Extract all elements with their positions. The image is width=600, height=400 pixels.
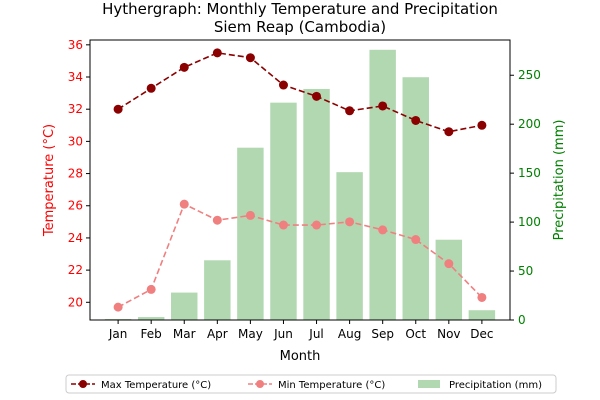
x-axis-label: Month bbox=[280, 349, 321, 364]
legend-precip-swatch bbox=[418, 380, 440, 388]
plot-frame bbox=[89, 39, 511, 321]
min-temp-point-mar bbox=[179, 199, 189, 209]
x-tick-label: Nov bbox=[437, 327, 460, 341]
left-tick-label: 24 bbox=[68, 231, 83, 245]
min-temp-point-nov bbox=[444, 259, 454, 269]
legend: Max Temperature (°C) Min Temperature (°C… bbox=[65, 374, 557, 394]
x-tick-label: Apr bbox=[207, 327, 228, 341]
legend-frame bbox=[65, 374, 557, 394]
max-temp-point-jun bbox=[278, 80, 288, 90]
min-temp-point-jan bbox=[113, 302, 123, 312]
min-temp-point-may bbox=[245, 210, 255, 220]
max-temp-point-sep bbox=[378, 101, 388, 111]
precip-bar-jul bbox=[303, 88, 330, 320]
left-tick-label: 26 bbox=[68, 199, 83, 213]
legend-min-label: Min Temperature (°C) bbox=[278, 380, 385, 391]
left-tick-label: 36 bbox=[68, 38, 83, 52]
left-tick-label: 28 bbox=[68, 167, 83, 181]
max-temp-point-dec bbox=[477, 120, 487, 130]
precip-bar-nov bbox=[435, 239, 463, 320]
min-temp-point-jun bbox=[278, 220, 288, 230]
left-tick-label: 30 bbox=[68, 134, 83, 148]
x-tick-label: Sep bbox=[371, 327, 394, 341]
max-temp-point-jan bbox=[113, 104, 123, 114]
chart-title-line1: Hythergraph: Monthly Temperature and Pre… bbox=[102, 0, 498, 18]
right-tick-label: 200 bbox=[518, 117, 541, 131]
left-tick-label: 20 bbox=[68, 295, 83, 309]
max-temp-point-may bbox=[245, 53, 255, 63]
x-tick-label: Aug bbox=[338, 327, 361, 341]
min-temp-point-jul bbox=[312, 220, 322, 230]
min-temp-point-sep bbox=[378, 225, 388, 235]
x-tick-label: Jan bbox=[108, 327, 128, 341]
left-tick-label: 22 bbox=[68, 263, 83, 277]
min-temp-point-aug bbox=[345, 217, 355, 227]
precip-bar-jun bbox=[270, 102, 297, 320]
min-temp-point-oct bbox=[411, 235, 421, 245]
min-temp-point-dec bbox=[477, 292, 487, 302]
max-temp-point-apr bbox=[212, 48, 222, 58]
x-tick-label: Mar bbox=[173, 327, 196, 341]
right-axis-ticks: 0 50 100 150 200 250 bbox=[510, 68, 541, 327]
right-axis-label: Precipitation (mm) bbox=[552, 120, 567, 241]
max-temp-point-oct bbox=[411, 115, 421, 125]
legend-max-marker bbox=[79, 380, 87, 388]
x-axis-ticks: Jan Feb Mar Apr May Jun Jul Aug Sep Oct Nov Dec bbox=[108, 320, 494, 341]
x-tick-label: Jul bbox=[308, 327, 323, 341]
precip-bar-apr bbox=[204, 260, 231, 320]
x-tick-label: Jun bbox=[273, 327, 293, 341]
legend-precip-label: Precipitation (mm) bbox=[449, 380, 542, 391]
precip-bar-feb bbox=[137, 317, 165, 320]
x-tick-label: Dec bbox=[470, 327, 493, 341]
x-tick-label: Oct bbox=[405, 327, 426, 341]
temperature-lines bbox=[113, 48, 487, 312]
left-axis-ticks: 20 22 24 26 28 30 32 34 36 bbox=[68, 38, 90, 309]
max-temp-point-mar bbox=[179, 62, 189, 72]
right-tick-label: 100 bbox=[518, 215, 541, 229]
max-temp-point-jul bbox=[312, 91, 322, 101]
precip-bar-dec bbox=[468, 310, 496, 320]
max-temp-point-nov bbox=[444, 127, 454, 137]
max-temp-point-aug bbox=[345, 106, 355, 116]
right-tick-label: 250 bbox=[518, 68, 541, 82]
precip-bar-sep bbox=[369, 49, 396, 320]
x-tick-label: Feb bbox=[141, 327, 162, 341]
min-temp-point-apr bbox=[212, 215, 222, 225]
max-temp-line bbox=[117, 52, 483, 133]
x-tick-label: May bbox=[238, 327, 263, 341]
left-tick-label: 32 bbox=[68, 102, 83, 116]
left-tick-label: 34 bbox=[68, 70, 83, 84]
precip-bar-may bbox=[237, 147, 264, 320]
right-tick-label: 0 bbox=[518, 313, 526, 327]
precip-bar-oct bbox=[402, 77, 429, 321]
min-temp-line bbox=[117, 203, 483, 308]
left-axis-label: Temperature (°C) bbox=[42, 124, 57, 237]
max-temp-point-feb bbox=[146, 83, 156, 93]
legend-max-label: Max Temperature (°C) bbox=[101, 380, 211, 391]
min-temp-point-feb bbox=[146, 284, 156, 294]
right-tick-label: 150 bbox=[518, 166, 541, 180]
precip-bar-mar bbox=[171, 292, 198, 320]
right-tick-label: 50 bbox=[518, 264, 533, 278]
legend-min-marker bbox=[256, 380, 264, 388]
chart-title-line2: Siem Reap (Cambodia) bbox=[214, 18, 386, 36]
precip-bar-aug bbox=[336, 172, 363, 320]
